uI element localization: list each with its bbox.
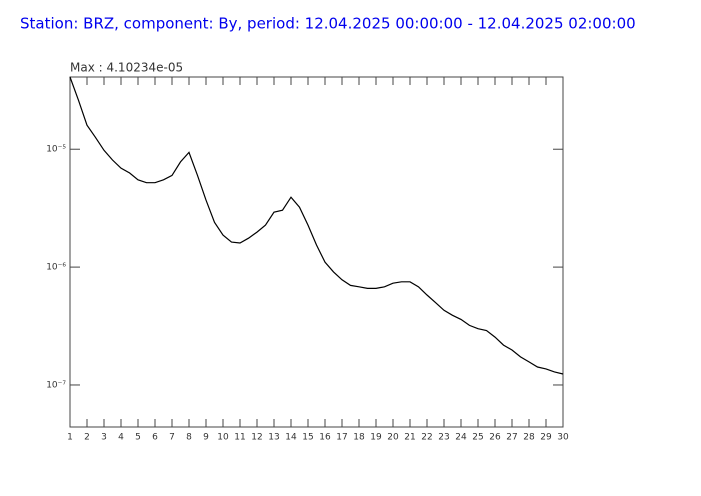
- x-tick-label: 30: [557, 433, 569, 443]
- x-tick-label: 9: [203, 433, 209, 443]
- x-tick-label: 11: [234, 433, 245, 443]
- x-tick-label: 24: [455, 433, 467, 443]
- x-tick-label: 18: [353, 433, 365, 443]
- x-tick-label: 29: [540, 433, 552, 443]
- x-tick-label: 16: [319, 433, 331, 443]
- x-tick-label: 20: [387, 433, 399, 443]
- x-tick-label: 5: [135, 433, 141, 443]
- x-tick-label: 23: [438, 433, 449, 443]
- x-tick-label: 27: [506, 433, 517, 443]
- max-annotation: Max : 4.10234e-05: [70, 61, 183, 75]
- x-tick-label: 25: [472, 433, 483, 443]
- x-tick-label: 17: [336, 433, 347, 443]
- y-tick-label: 10⁻⁷: [46, 380, 66, 390]
- x-tick-label: 26: [489, 433, 501, 443]
- x-tick-label: 13: [268, 433, 279, 443]
- x-tick-label: 3: [101, 433, 107, 443]
- x-tick-label: 14: [285, 433, 297, 443]
- spectrum-line: [69, 76, 564, 375]
- x-tick-label: 7: [169, 433, 175, 443]
- x-tick-label: 8: [186, 433, 192, 443]
- x-tick-label: 28: [523, 433, 535, 443]
- x-tick-label: 10: [217, 433, 229, 443]
- x-tick-label: 4: [118, 433, 124, 443]
- x-tick-label: 21: [404, 433, 415, 443]
- x-tick-label: 2: [84, 433, 90, 443]
- x-tick-label: 6: [152, 433, 158, 443]
- plot-frame: [69, 76, 564, 428]
- y-tick-label: 10⁻⁵: [46, 145, 66, 155]
- y-tick-label: 10⁻⁶: [46, 263, 66, 273]
- x-tick-label: 15: [302, 433, 313, 443]
- x-tick-label: 12: [251, 433, 262, 443]
- chart-title: Station: BRZ, component: By, period: 12.…: [20, 15, 636, 33]
- x-tick-label: 19: [370, 433, 382, 443]
- x-tick-label: 1: [67, 433, 73, 443]
- x-tick-label: 22: [421, 433, 432, 443]
